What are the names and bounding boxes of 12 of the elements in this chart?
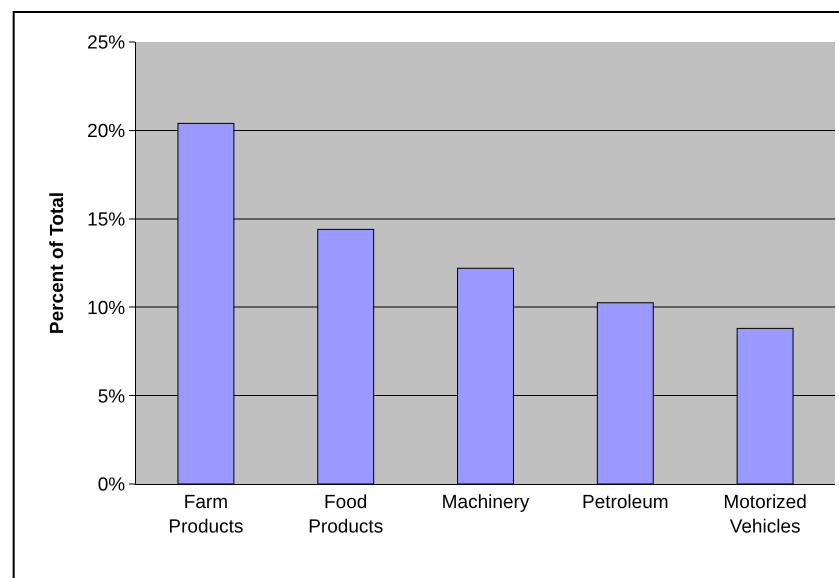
y-tick-label: 0% (98, 474, 126, 496)
y-tick-label: 20% (87, 121, 126, 142)
y-tick-label: 15% (87, 209, 126, 230)
y-tick-label: 5% (98, 386, 126, 408)
y-tick-label: 10% (87, 298, 126, 319)
x-tick-label: Farm Products (168, 492, 244, 538)
y-tick-label: 25% (87, 32, 126, 54)
x-tick-label: Petroleum (582, 492, 669, 513)
x-tick-label: Motorized Vehicles (723, 492, 807, 538)
x-tick-label: Food Products (308, 492, 384, 538)
x-tick-label: Machinery (442, 492, 530, 513)
y-axis-title: Percent of Total (47, 192, 68, 334)
